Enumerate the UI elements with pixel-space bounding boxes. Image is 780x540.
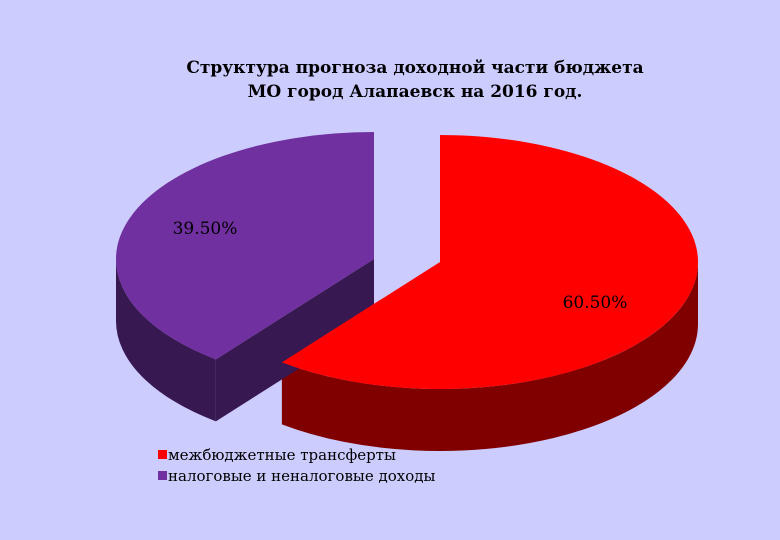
slice-side-0: [281, 262, 698, 452]
chart-title-line-2: МО город Алапаевск на 2016 год.: [248, 82, 583, 102]
slice-side-1: [116, 259, 216, 422]
slice-wall-1: [215, 259, 374, 422]
legend-swatch-1: [158, 471, 167, 480]
legend-swatch-0: [158, 450, 167, 459]
legend: межбюджетные трансферты налоговые и ненал…: [158, 446, 435, 485]
pie-slices: [115, 132, 698, 452]
data-labels: 60.50% 39.50%: [173, 219, 628, 313]
slice-0: [281, 135, 698, 389]
legend-label-0: межбюджетные трансферты: [168, 446, 396, 464]
chart-title-line-1: Структура прогноза доходной части бюджет…: [186, 58, 643, 78]
data-label-1: 39.50%: [173, 219, 238, 239]
data-label-0: 60.50%: [563, 293, 628, 313]
slice-1: [115, 132, 374, 360]
legend-label-1: налоговые и неналоговые доходы: [168, 467, 435, 485]
